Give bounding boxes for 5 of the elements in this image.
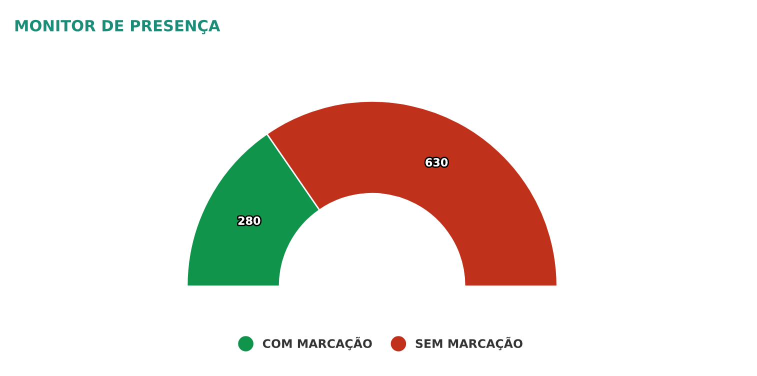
chart-title: MONITOR DE PRESENÇA <box>15 20 220 34</box>
legend-label: SEM MARCAÇÃO <box>416 336 522 350</box>
legend-label: COM MARCAÇÃO <box>262 336 372 350</box>
data-label: 280 <box>238 216 260 225</box>
data-label: 630 <box>426 158 448 167</box>
